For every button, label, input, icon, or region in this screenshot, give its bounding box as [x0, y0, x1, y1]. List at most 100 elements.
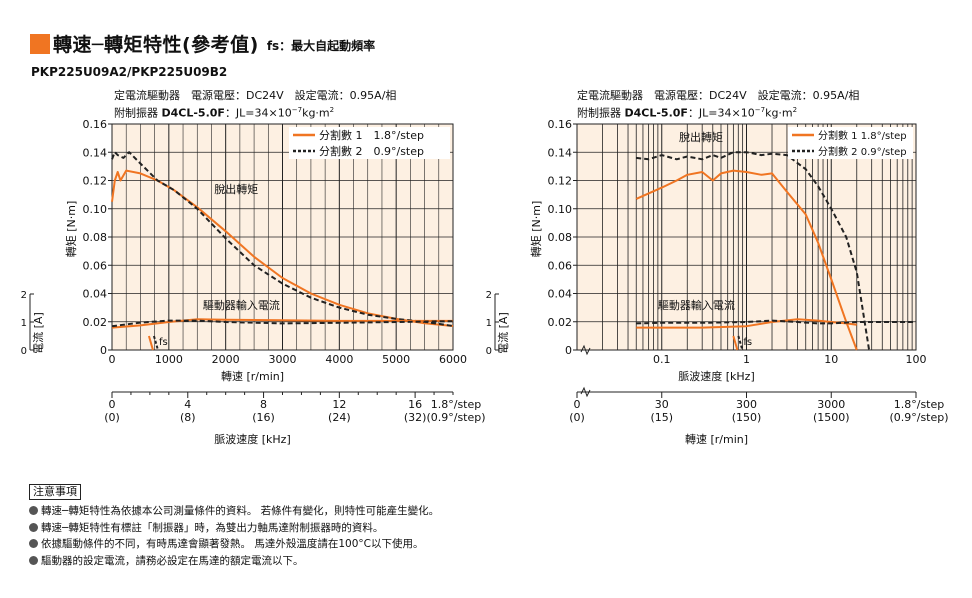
y-tick-label: 0.06: [548, 259, 573, 272]
notes-section: 注意事項 轉速─轉矩特性為依據本公司測量條件的資料。 若條件有變化，則特性可能產…: [29, 484, 439, 569]
note-item: 依據驅動條件的不同，有時馬達會顯著發熱。 馬達外殼溫度請在100°C以下使用。: [29, 536, 439, 553]
fs-marker: [152, 335, 159, 351]
fs-marker: [737, 335, 744, 351]
current-tick-label: 2: [21, 290, 27, 301]
input-current-label: 驅動器輸入電流: [203, 298, 280, 312]
series-line-pullout-torque: [636, 151, 871, 351]
secondary-tick-label-alt: (0): [569, 411, 585, 424]
secondary-tick-label: 4: [184, 398, 191, 411]
x-tick-label: 5000: [382, 353, 410, 366]
secondary-tick-label-alt: (15): [650, 411, 673, 424]
y-tick-label: 0.10: [83, 203, 108, 216]
title-text: 轉速─轉矩特性(參考值): [53, 34, 259, 56]
bullet-icon: [29, 522, 38, 532]
fs-marker: [147, 335, 154, 351]
y-tick-label: 0: [565, 344, 572, 357]
y-tick-label: 0.02: [83, 316, 108, 329]
x-tick-label: 6000: [439, 353, 467, 366]
legend-label-1: 分割數 1 1.8°/step: [818, 129, 907, 142]
series-line-input-current: [111, 319, 454, 328]
fs-marker: [732, 335, 739, 351]
secondary-tick-label-alt: (24): [328, 411, 351, 424]
y-tick-label: 0.16: [548, 118, 573, 131]
secondary-tick-label: 16: [408, 398, 422, 411]
current-tick-label: 1: [21, 318, 27, 329]
x-tick-label: 1000: [155, 353, 183, 366]
secondary-tick-label-alt: (0.9°/step): [426, 411, 485, 424]
current-axis-label: 電流 [A]: [496, 312, 510, 354]
legend-label-1: 分割數 1 1.8°/step: [319, 128, 424, 142]
bullet-icon: [29, 539, 38, 548]
fs-label: fs: [159, 337, 168, 348]
current-tick-label: 2: [486, 290, 492, 301]
conditions-right: 定電流驅動器 電源電壓：DC24V 設定電流：0.95A/相 附制振器 D4CL…: [577, 89, 859, 121]
secondary-tick-label-alt: (1500): [813, 411, 850, 424]
notes-heading: 注意事項: [29, 484, 81, 500]
y-tick-label: 0.12: [548, 175, 573, 188]
page-title: 轉速─轉矩特性(參考值) fs：最大自起動頻率: [30, 30, 375, 57]
current-tick-label: 0: [21, 346, 27, 357]
x-tick-label: 3000: [269, 353, 297, 366]
legend-box: [289, 127, 450, 159]
current-tick-label: 0: [486, 346, 492, 357]
secondary-tick-label: 300: [736, 398, 757, 411]
secondary-tick-label: 30: [655, 398, 669, 411]
y-tick-label: 0.12: [83, 175, 108, 188]
y-tick-label: 0.06: [83, 259, 108, 272]
series-line-input-current: [111, 318, 453, 329]
x-tick-label: 4000: [325, 353, 353, 366]
x-tick-label: 0.1: [653, 353, 671, 366]
legend-label-2: 分割數 2 0.9°/step: [818, 145, 907, 158]
model-number: PKP225U09A2/PKP225U09B2: [31, 65, 228, 79]
secondary-tick-label: 0: [109, 398, 116, 411]
current-axis-label: 電流 [A]: [31, 312, 45, 354]
series-line-input-current: [636, 319, 916, 325]
secondary-tick-label: 1.8°/step: [431, 398, 482, 411]
conditions-left: 定電流驅動器 電源電壓：DC24V 設定電流：0.95A/相 附制振器 D4CL…: [114, 89, 396, 121]
note-item: 轉速─轉矩特性有標註「制振器」時，為雙出力軸馬達附制振器時的資料。: [29, 520, 439, 537]
conditions-line2: 附制振器 D4CL-5.0F：JL=34×10−7kg·m2: [577, 106, 798, 120]
note-item: 轉速─轉矩特性為依據本公司測量條件的資料。 若條件有變化，則特性可能產生變化。: [29, 503, 439, 520]
current-tick-label: 1: [486, 318, 492, 329]
y-tick-label: 0.04: [548, 288, 573, 301]
secondary-tick-label: 8: [260, 398, 267, 411]
y-axis-label: 轉矩 [N·m]: [530, 201, 543, 258]
fs-label: fs: [743, 337, 752, 348]
secondary-axis-label: 轉速 [r/min]: [685, 433, 748, 446]
secondary-tick-label: 12: [332, 398, 346, 411]
axis-break-icon: [580, 344, 591, 356]
y-tick-label: 0: [100, 344, 107, 357]
x-tick-label: 1: [743, 353, 750, 366]
secondary-axis-label: 脈波速度 [kHz]: [214, 432, 291, 446]
y-tick-label: 0.04: [83, 288, 108, 301]
pullout-torque-label: 脫出轉矩: [679, 130, 723, 144]
series-line-pullout-torque: [111, 169, 454, 327]
y-tick-label: 0.14: [83, 146, 108, 159]
secondary-tick-label-alt: (8): [180, 411, 196, 424]
secondary-tick-label-alt: (32): [404, 411, 427, 424]
series-line-pullout-torque: [111, 151, 454, 327]
bullet-icon: [29, 555, 38, 565]
x-tick-label: 10: [824, 353, 838, 366]
pullout-torque-label: 脫出轉矩: [214, 182, 258, 196]
secondary-tick-label: 3000: [817, 398, 845, 411]
conditions-line1: 定電流驅動器 電源電壓：DC24V 設定電流：0.95A/相: [114, 89, 397, 102]
input-current-label: 驅動器輸入電流: [658, 298, 735, 312]
y-axis-label: 轉矩 [N·m]: [65, 201, 78, 258]
x-axis-label: 轉速 [r/min]: [221, 370, 284, 383]
note-item: 驅動器的設定電流，請務必設定在馬達的額定電流以下。: [29, 553, 439, 570]
y-tick-label: 0.14: [548, 146, 573, 159]
axis-break-icon: [580, 386, 591, 398]
secondary-tick-label: 1.8°/step: [894, 398, 945, 411]
legend-box: [788, 127, 913, 159]
conditions-line1: 定電流驅動器 電源電壓：DC24V 設定電流：0.95A/相: [577, 89, 860, 102]
series-line-pullout-torque: [635, 169, 858, 351]
x-tick-label: 0: [109, 353, 116, 366]
conditions-line2: 附制振器 D4CL-5.0F：JL=34×10−7kg·m2: [114, 106, 335, 120]
fs-note: fs：最大自起動頻率: [266, 39, 376, 53]
y-tick-label: 0.16: [83, 118, 108, 131]
title-marker: [30, 33, 50, 54]
y-tick-label: 0.02: [548, 316, 573, 329]
secondary-tick-label-alt: (0): [104, 411, 120, 424]
